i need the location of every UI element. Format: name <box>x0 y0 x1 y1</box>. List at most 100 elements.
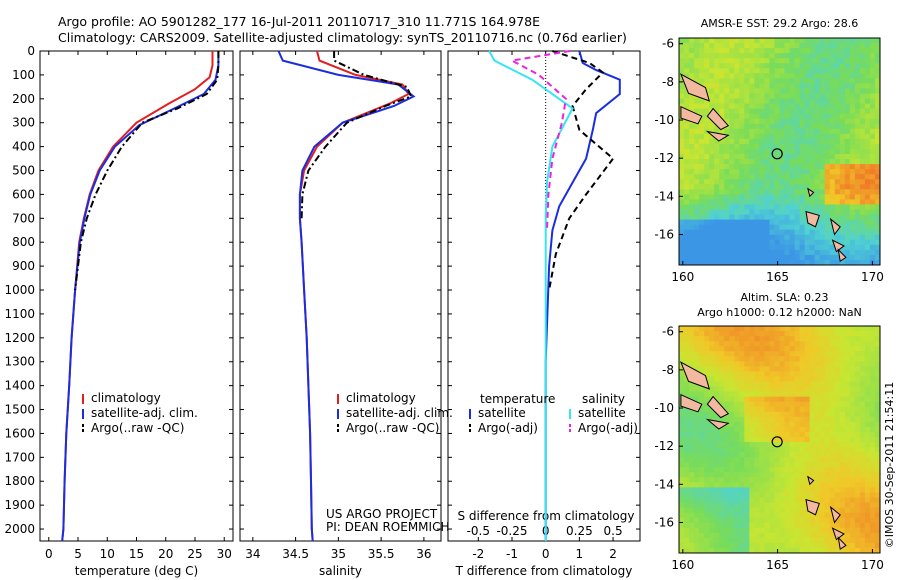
map-cell <box>849 194 856 200</box>
series-line-climatology <box>298 50 410 542</box>
map-cell <box>754 537 760 544</box>
map-cell <box>754 376 760 382</box>
map-cell <box>714 371 720 377</box>
map-cell <box>829 401 836 408</box>
map-cell <box>839 341 846 347</box>
map-cell <box>844 467 851 473</box>
map-cell <box>699 108 705 115</box>
map-cell <box>744 179 750 185</box>
map-cell <box>709 497 715 504</box>
map-cell <box>714 98 720 105</box>
map-cell <box>744 502 750 509</box>
map-cell <box>859 336 866 342</box>
map-cell <box>774 331 781 337</box>
map-cell <box>789 143 796 150</box>
map-cell <box>744 229 750 236</box>
map-cell <box>774 68 781 74</box>
map-cell <box>849 381 856 388</box>
map-cell <box>749 537 755 544</box>
map-cell <box>849 199 856 205</box>
map-cell <box>754 224 760 231</box>
map-cell <box>809 426 816 433</box>
map-cell <box>704 159 710 165</box>
map-cell <box>749 108 755 115</box>
map-cell <box>769 93 775 100</box>
map-cell <box>734 497 740 504</box>
map-cell <box>794 189 801 195</box>
map-cell <box>684 421 690 428</box>
map-cell <box>869 492 876 499</box>
map-cell <box>864 371 871 377</box>
map-cell <box>714 547 720 554</box>
map-cell <box>684 68 690 74</box>
map-cell <box>724 547 730 554</box>
map-cell <box>749 98 755 105</box>
map-x-tick-label: 170 <box>861 558 884 572</box>
map-cell <box>819 159 826 165</box>
map-cell <box>754 148 760 155</box>
map-cell <box>814 336 821 342</box>
map-cell <box>869 234 876 241</box>
map-cell <box>684 502 690 509</box>
map-cell <box>819 174 826 180</box>
map-cell <box>834 376 841 382</box>
y-tick-label: 2000 <box>4 522 35 536</box>
map-cell <box>854 366 861 372</box>
map-cell <box>769 421 775 428</box>
map-cell <box>854 547 861 554</box>
map-cell <box>859 189 866 195</box>
map-cell <box>814 43 821 49</box>
map-cell <box>784 68 791 74</box>
map-cell <box>829 336 836 342</box>
map-cell <box>799 487 806 493</box>
map-cell <box>874 133 881 140</box>
map-cell <box>804 462 811 468</box>
map-cell <box>874 68 881 74</box>
map-cell <box>814 209 821 216</box>
map-cell <box>714 259 720 266</box>
map-cell <box>849 133 856 140</box>
map-cell <box>704 331 710 337</box>
map-cell <box>859 416 866 423</box>
map-cell <box>779 381 786 388</box>
map-cell <box>784 356 791 362</box>
map-cell <box>824 396 831 403</box>
map-cell <box>874 421 881 428</box>
map-cell <box>809 356 816 362</box>
map-cell <box>699 421 705 428</box>
map-cell <box>844 159 851 165</box>
map-cell <box>819 58 826 64</box>
map-cell <box>679 143 685 150</box>
map-cell <box>684 351 690 357</box>
map-cell <box>864 244 871 251</box>
map-cell <box>744 174 750 180</box>
map-cell <box>769 184 775 190</box>
map-cell <box>864 366 871 372</box>
map-cell <box>869 199 876 205</box>
map-cell <box>874 244 881 251</box>
map-cell <box>839 98 846 105</box>
map-cell <box>699 416 705 423</box>
map-cell <box>774 239 781 246</box>
map-cell <box>714 224 720 231</box>
map-cell <box>834 346 841 352</box>
map-cell <box>794 58 801 64</box>
map-cell <box>679 83 685 89</box>
map-cell <box>739 537 745 544</box>
map-cell <box>739 361 745 367</box>
map-cell <box>704 219 710 226</box>
map-cell <box>724 406 730 413</box>
map-cell <box>689 502 695 509</box>
map-cell <box>689 351 695 357</box>
map-cell <box>769 361 775 367</box>
map-cell <box>844 194 851 200</box>
map-cell <box>814 497 821 504</box>
map-cell <box>829 532 836 539</box>
map-cell <box>709 457 715 463</box>
map-cell <box>724 442 730 448</box>
map-cell <box>769 98 775 105</box>
map-cell <box>714 351 720 357</box>
map-cell <box>684 336 690 342</box>
map-cell <box>714 219 720 226</box>
map-cell <box>749 401 755 408</box>
